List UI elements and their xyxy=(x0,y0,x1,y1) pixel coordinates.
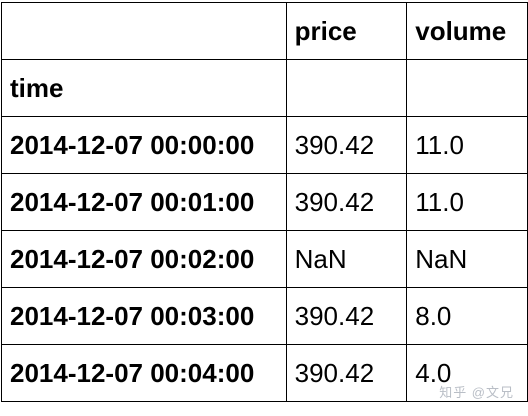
column-header-volume: volume xyxy=(406,2,528,60)
row-index-cell: 2014-12-07 00:01:00 xyxy=(1,173,287,231)
column-header-price: price xyxy=(285,2,408,60)
price-cell: 390.42 xyxy=(285,287,408,345)
row-index-cell: 2014-12-07 00:02:00 xyxy=(1,230,287,288)
row-index-cell: 2014-12-07 00:00:00 xyxy=(1,116,287,174)
table-row: 2014-12-07 00:04:00 390.42 4.0 xyxy=(1,344,528,402)
price-cell: 390.42 xyxy=(285,116,408,174)
volume-cell: 11.0 xyxy=(406,173,528,231)
index-name-row: time xyxy=(1,59,528,117)
corner-cell xyxy=(1,2,287,60)
empty-header-cell xyxy=(406,59,528,117)
watermark-text: 知乎 @文兄 xyxy=(439,385,514,400)
empty-header-cell xyxy=(285,59,408,117)
volume-cell: 4.0 xyxy=(406,344,528,402)
volume-cell: 8.0 xyxy=(406,287,528,345)
table-row: 2014-12-07 00:03:00 390.42 8.0 xyxy=(1,287,528,345)
row-index-cell: 2014-12-07 00:04:00 xyxy=(1,344,287,402)
table-row: 2014-12-07 00:01:00 390.42 11.0 xyxy=(1,173,528,231)
column-header-row: price volume xyxy=(1,2,528,60)
price-cell: NaN xyxy=(285,230,408,288)
table-row: 2014-12-07 00:02:00 NaN NaN xyxy=(1,230,528,288)
table-row: 2014-12-07 00:00:00 390.42 11.0 xyxy=(1,116,528,174)
index-name-header: time xyxy=(1,59,287,117)
volume-cell: 11.0 xyxy=(406,116,528,174)
price-cell: 390.42 xyxy=(285,344,408,402)
dataframe-table: price volume time 2014-12-07 00:00:00 39… xyxy=(1,2,528,402)
volume-cell: NaN xyxy=(406,230,528,288)
price-cell: 390.42 xyxy=(285,173,408,231)
row-index-cell: 2014-12-07 00:03:00 xyxy=(1,287,287,345)
